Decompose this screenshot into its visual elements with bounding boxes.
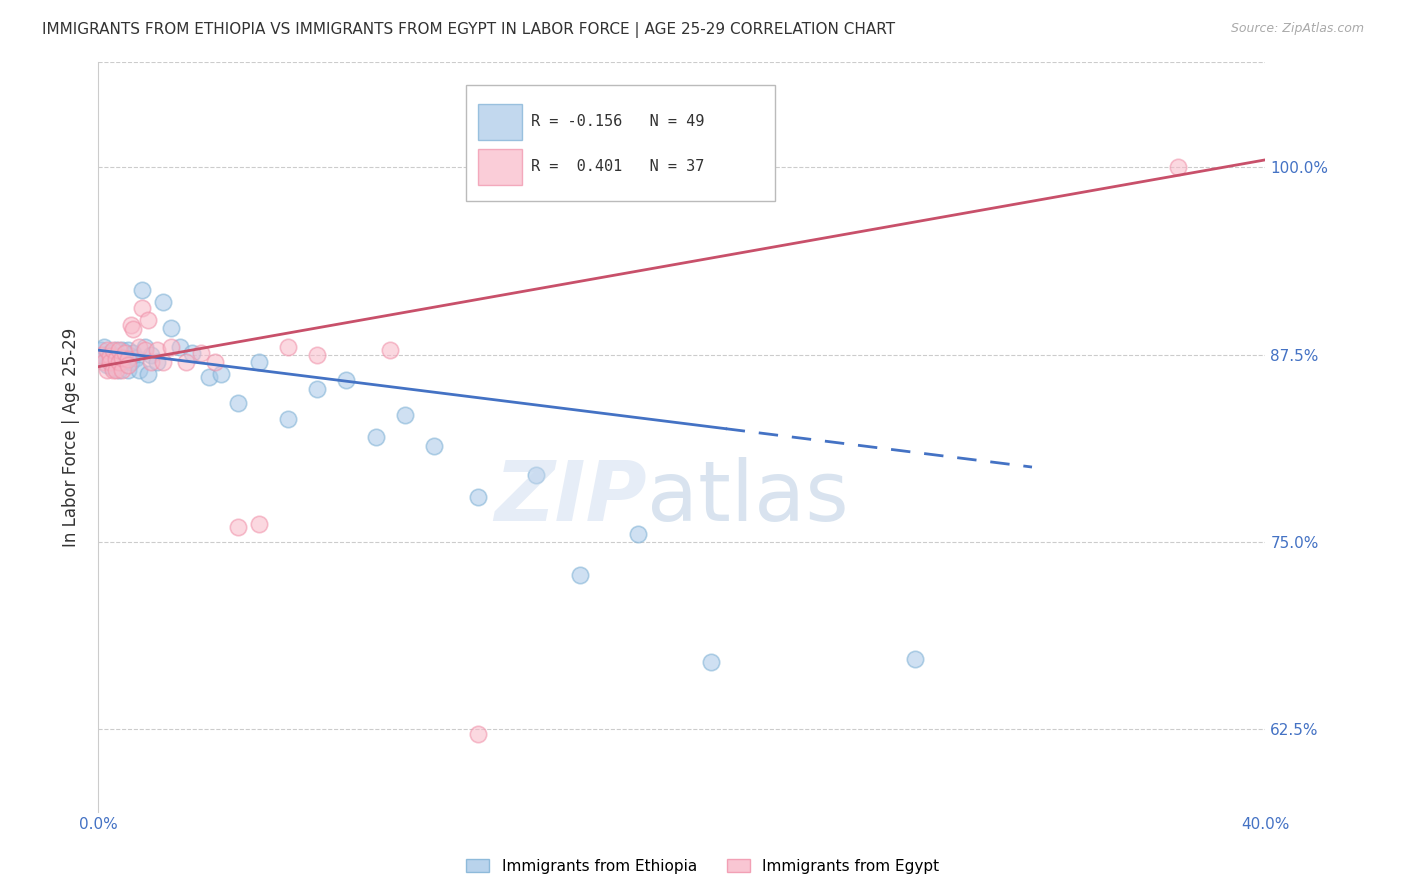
Point	[125, 351, 148, 365]
Point	[101, 351, 124, 365]
Point	[152, 295, 174, 310]
Legend: Immigrants from Ethiopia, Immigrants from Egypt: Immigrants from Ethiopia, Immigrants fro…	[460, 853, 946, 880]
Point	[120, 355, 142, 369]
Point	[108, 343, 131, 358]
Y-axis label: In Labor Force | Age 25-29: In Labor Force | Age 25-29	[62, 327, 80, 547]
Point	[307, 382, 329, 396]
Point	[335, 373, 357, 387]
Text: R =  0.401   N = 37: R = 0.401 N = 37	[531, 159, 704, 174]
Point	[136, 313, 159, 327]
Point	[394, 408, 416, 422]
Point	[111, 355, 134, 369]
Point	[160, 320, 183, 334]
Point	[169, 340, 191, 354]
Point	[93, 348, 115, 362]
Text: IMMIGRANTS FROM ETHIOPIA VS IMMIGRANTS FROM EGYPT IN LABOR FORCE | AGE 25-29 COR: IMMIGRANTS FROM ETHIOPIA VS IMMIGRANTS F…	[42, 22, 896, 38]
Point	[111, 343, 134, 358]
Point	[247, 516, 270, 531]
Point	[209, 367, 232, 381]
Point	[90, 343, 112, 358]
Point	[364, 430, 387, 444]
Point	[204, 355, 226, 369]
Point	[131, 301, 153, 316]
Point	[134, 340, 156, 354]
Point	[277, 340, 299, 354]
Point	[104, 353, 127, 368]
Point	[96, 343, 118, 358]
FancyBboxPatch shape	[465, 85, 775, 201]
Point	[111, 351, 134, 365]
Point	[131, 283, 153, 297]
Point	[108, 362, 131, 376]
Point	[96, 352, 118, 367]
Point	[380, 343, 402, 358]
Point	[114, 346, 136, 360]
Point	[139, 348, 162, 362]
Point	[307, 348, 329, 362]
Point	[136, 367, 159, 381]
Point	[198, 370, 221, 384]
Point	[101, 362, 124, 376]
Point	[228, 395, 250, 409]
Point	[146, 355, 169, 369]
Point	[247, 355, 270, 369]
Point	[568, 568, 591, 582]
Point	[98, 355, 121, 369]
Text: Source: ZipAtlas.com: Source: ZipAtlas.com	[1230, 22, 1364, 36]
Point	[104, 362, 127, 376]
Text: ZIP: ZIP	[495, 457, 647, 538]
Point	[108, 349, 131, 363]
Point	[117, 352, 139, 367]
Point	[627, 527, 650, 541]
Point	[96, 362, 118, 376]
Point	[467, 727, 489, 741]
Point	[467, 490, 489, 504]
Point	[180, 346, 202, 360]
Point	[117, 358, 139, 372]
Point	[122, 322, 145, 336]
Point	[524, 467, 547, 482]
Point	[228, 520, 250, 534]
Point	[1167, 161, 1189, 175]
Point	[93, 340, 115, 354]
Point	[104, 352, 127, 367]
Point	[423, 439, 446, 453]
Point	[101, 348, 124, 362]
Point	[104, 343, 127, 358]
Point	[93, 355, 115, 369]
Point	[98, 355, 121, 369]
Point	[700, 655, 723, 669]
Point	[101, 361, 124, 376]
Point	[111, 362, 134, 376]
Point	[160, 340, 183, 354]
Text: R = -0.156   N = 49: R = -0.156 N = 49	[531, 114, 704, 129]
Point	[101, 343, 124, 358]
Point	[96, 358, 118, 372]
Point	[128, 340, 150, 354]
FancyBboxPatch shape	[478, 149, 522, 185]
Point	[117, 343, 139, 358]
FancyBboxPatch shape	[478, 103, 522, 140]
Text: atlas: atlas	[647, 457, 849, 538]
Point	[90, 348, 112, 362]
Point	[98, 346, 121, 360]
Point	[134, 343, 156, 358]
Point	[128, 362, 150, 376]
Point	[277, 412, 299, 426]
Point	[120, 349, 142, 363]
Point	[114, 352, 136, 367]
Point	[108, 355, 131, 369]
Point	[190, 346, 212, 360]
Point	[146, 343, 169, 358]
Point	[120, 318, 142, 332]
Point	[174, 355, 197, 369]
Point	[98, 349, 121, 363]
Point	[152, 355, 174, 369]
Point	[117, 362, 139, 376]
Point	[139, 355, 162, 369]
Point	[904, 652, 927, 666]
Point	[122, 346, 145, 360]
